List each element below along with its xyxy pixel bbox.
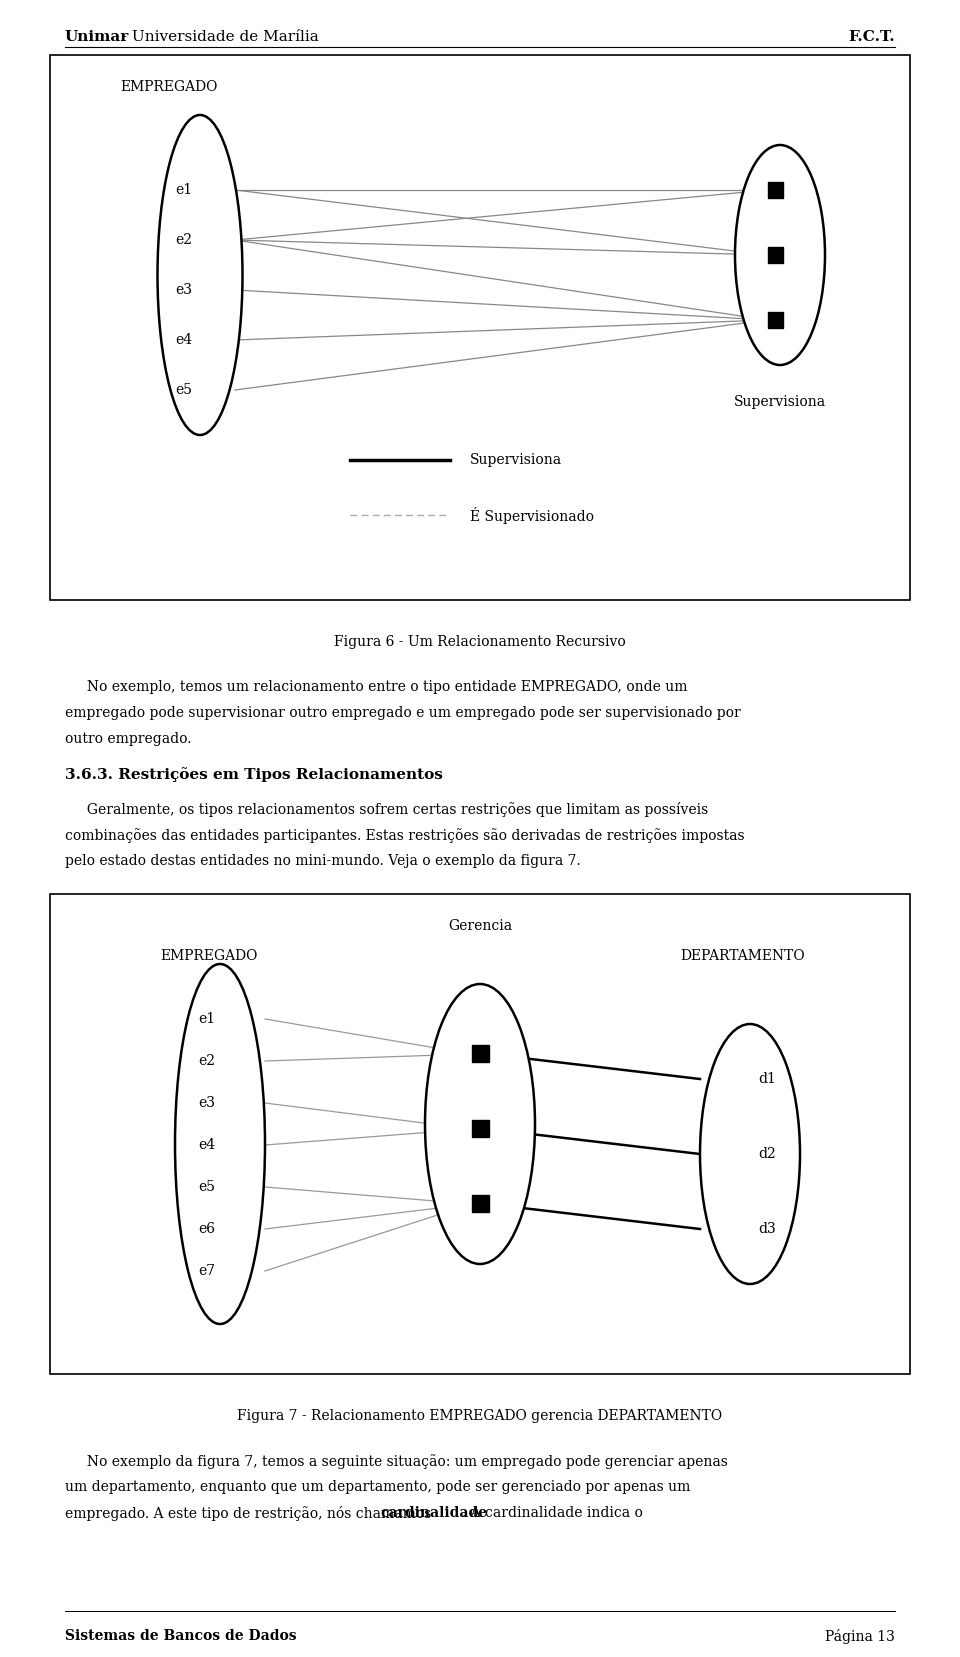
- Text: Gerencia: Gerencia: [448, 920, 512, 933]
- Text: d3: d3: [758, 1221, 776, 1236]
- Ellipse shape: [700, 1024, 800, 1284]
- Text: pelo estado destas entidades no mini-mundo. Veja o exemplo da figura 7.: pelo estado destas entidades no mini-mun…: [65, 853, 581, 868]
- Text: d2: d2: [758, 1147, 776, 1162]
- Text: e7: e7: [198, 1264, 215, 1278]
- Bar: [767, 313, 782, 328]
- Text: É Supervisionado: É Supervisionado: [470, 507, 594, 524]
- Text: d1: d1: [758, 1072, 776, 1085]
- Bar: [471, 1046, 489, 1062]
- Text: No exemplo, temos um relacionamento entre o tipo entidade EMPREGADO, onde um: No exemplo, temos um relacionamento entr…: [65, 679, 687, 694]
- Text: e2: e2: [198, 1054, 215, 1069]
- Text: F.C.T.: F.C.T.: [849, 30, 895, 45]
- Text: um departamento, enquanto que um departamento, pode ser gerenciado por apenas um: um departamento, enquanto que um departa…: [65, 1480, 690, 1495]
- Text: e1: e1: [198, 1012, 215, 1026]
- Text: e3: e3: [198, 1095, 215, 1110]
- Text: Unimar: Unimar: [65, 30, 130, 45]
- Text: e6: e6: [198, 1221, 215, 1236]
- Text: combinações das entidades participantes. Estas restrições são derivadas de restr: combinações das entidades participantes.…: [65, 828, 745, 843]
- Text: Página 13: Página 13: [826, 1629, 895, 1644]
- Text: e5: e5: [198, 1180, 215, 1195]
- Text: Geralmente, os tipos relacionamentos sofrem certas restrições que limitam as pos: Geralmente, os tipos relacionamentos sof…: [65, 802, 708, 817]
- Text: Figura 7 - Relacionamento EMPREGADO gerencia DEPARTAMENTO: Figura 7 - Relacionamento EMPREGADO gere…: [237, 1408, 723, 1423]
- Text: e4: e4: [175, 333, 192, 346]
- Text: Sistemas de Bancos de Dados: Sistemas de Bancos de Dados: [65, 1629, 297, 1644]
- Ellipse shape: [425, 984, 535, 1264]
- Ellipse shape: [157, 114, 243, 436]
- Text: e1: e1: [175, 182, 192, 197]
- Bar: [767, 182, 782, 197]
- Bar: [767, 247, 782, 262]
- Text: DEPARTAMENTO: DEPARTAMENTO: [680, 949, 804, 963]
- Text: Figura 6 - Um Relacionamento Recursivo: Figura 6 - Um Relacionamento Recursivo: [334, 635, 626, 650]
- Text: EMPREGADO: EMPREGADO: [120, 80, 217, 94]
- Bar: [471, 1195, 489, 1213]
- Text: Supervisiona: Supervisiona: [470, 452, 563, 467]
- Text: . A cardinalidade indica o: . A cardinalidade indica o: [462, 1506, 643, 1519]
- Ellipse shape: [175, 964, 265, 1324]
- Bar: [471, 1120, 489, 1137]
- Text: e3: e3: [175, 283, 192, 297]
- Text: empregado. A este tipo de restrição, nós chamamos: empregado. A este tipo de restrição, nós…: [65, 1506, 436, 1521]
- Text: - Universidade de Marília: - Universidade de Marília: [117, 30, 319, 45]
- Text: outro empregado.: outro empregado.: [65, 732, 191, 746]
- Text: EMPREGADO: EMPREGADO: [160, 949, 257, 963]
- Ellipse shape: [735, 146, 825, 365]
- Bar: [50, 895, 910, 1374]
- Bar: [50, 55, 910, 600]
- Text: cardinalidade: cardinalidade: [380, 1506, 487, 1519]
- Text: No exemplo da figura 7, temos a seguinte situação: um empregado pode gerenciar a: No exemplo da figura 7, temos a seguinte…: [65, 1453, 728, 1468]
- Text: Supervisiona: Supervisiona: [734, 394, 826, 409]
- Text: empregado pode supervisionar outro empregado e um empregado pode ser supervision: empregado pode supervisionar outro empre…: [65, 706, 741, 721]
- Text: e2: e2: [175, 234, 192, 247]
- Text: e4: e4: [198, 1138, 215, 1152]
- Text: e5: e5: [175, 383, 192, 398]
- Text: 3.6.3. Restrições em Tipos Relacionamentos: 3.6.3. Restrições em Tipos Relacionament…: [65, 767, 443, 782]
